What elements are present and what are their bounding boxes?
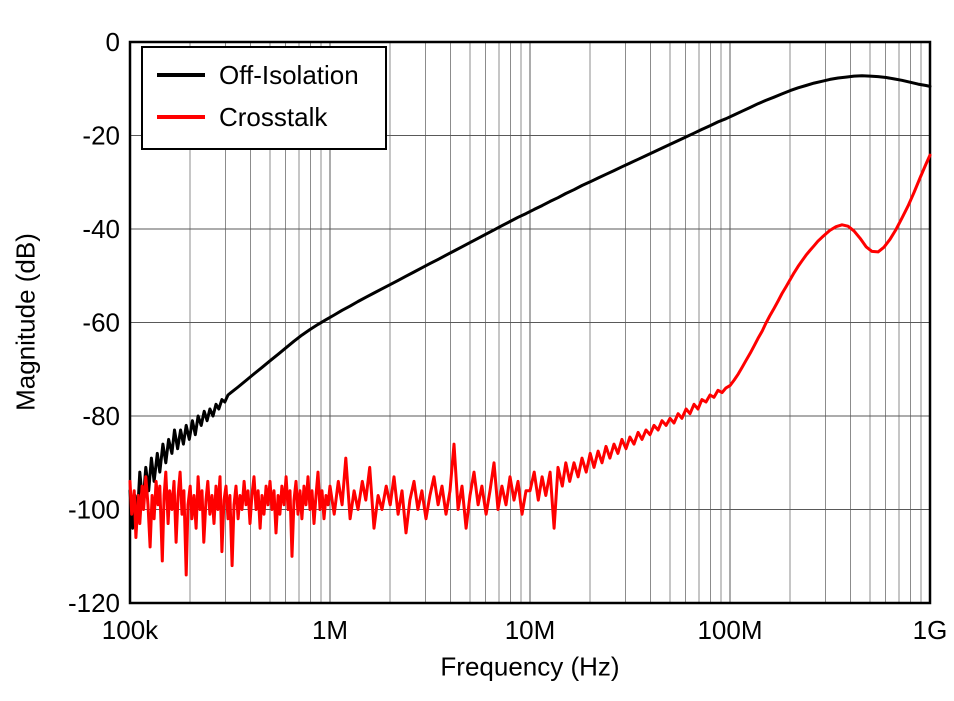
plot-frame — [128, 40, 932, 605]
legend-label-crosstalk: Crosstalk — [219, 102, 328, 132]
x-tick-label: 10M — [505, 615, 556, 645]
y-tick-label: -100 — [68, 495, 120, 525]
legend-label-off-isolation: Off-Isolation — [219, 60, 359, 90]
y-axis-title: Magnitude (dB) — [10, 233, 41, 411]
y-tick-label: -20 — [82, 121, 120, 151]
legend-item-crosstalk: Crosstalk — [157, 98, 359, 136]
legend-line-swatch-off-isolation — [157, 73, 205, 77]
series-off-isolation — [128, 74, 932, 530]
y-tick-label: 0 — [106, 27, 120, 57]
x-tick-label: 1G — [913, 615, 948, 645]
y-tick-label: -40 — [82, 214, 120, 244]
legend-item-off-isolation: Off-Isolation — [157, 56, 359, 94]
y-tick-label: -120 — [68, 588, 120, 618]
legend: Off-Isolation Crosstalk — [141, 46, 387, 150]
y-tick-label: -60 — [82, 308, 120, 338]
x-tick-label: 1M — [312, 615, 348, 645]
legend-line-swatch-crosstalk — [157, 115, 205, 119]
x-tick-label: 100M — [697, 615, 762, 645]
y-tick-label: -80 — [82, 401, 120, 431]
x-tick-label: 100k — [102, 615, 159, 645]
x-axis-title: Frequency (Hz) — [440, 651, 620, 682]
series-crosstalk — [128, 153, 932, 577]
